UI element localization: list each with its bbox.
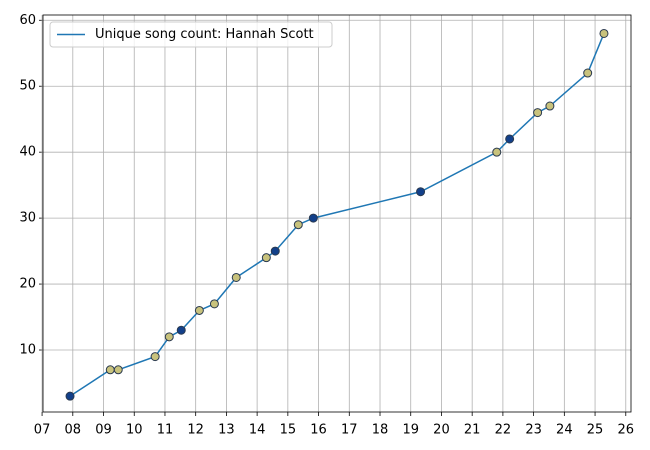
x-tick-label: 26 [618,423,635,438]
point-marker [416,187,426,197]
point-marker [545,101,555,111]
point-marker [150,352,160,362]
x-tick-label: 14 [249,423,266,438]
y-tick-label: 30 [19,211,36,226]
y-tick-label: 60 [19,13,36,28]
x-tick-label: 16 [310,423,327,438]
y-tick-label: 10 [19,343,36,358]
x-tick-label: 10 [126,423,143,438]
point-marker [308,213,318,223]
y-tick-label: 50 [19,79,36,94]
x-tick-label: 08 [65,423,82,438]
x-tick-label: 15 [280,423,297,438]
point-marker [583,68,593,78]
point-marker [113,365,123,375]
x-tick-label: 22 [495,423,512,438]
point-marker [270,246,280,256]
y-tick-label: 40 [19,145,36,160]
x-tick-label: 24 [556,423,573,438]
x-tick-label: 13 [218,423,235,438]
x-tick-label: 23 [525,423,542,438]
point-marker [176,325,186,335]
x-tick-label: 11 [157,423,174,438]
x-tick-label: 09 [95,423,112,438]
x-tick-label: 17 [341,423,358,438]
x-tick-label: 20 [433,423,450,438]
point-marker [293,220,303,230]
legend-label: Unique song count: Hannah Scott [95,27,314,42]
point-marker [261,253,271,263]
point-marker [65,391,75,401]
point-marker [505,134,515,144]
point-marker [231,272,241,282]
point-marker [105,365,115,375]
x-tick-label: 25 [587,423,604,438]
plot-frame [42,14,632,413]
point-marker [533,108,543,118]
x-tick-label: 19 [402,423,419,438]
point-marker [209,299,219,309]
x-tick-label: 07 [34,423,51,438]
x-tick-label: 18 [372,423,389,438]
legend-box [49,21,333,48]
x-tick-label: 12 [187,423,204,438]
x-tick-label: 21 [464,423,481,438]
point-marker [492,147,502,157]
series-line [69,33,605,397]
point-marker [599,28,609,38]
y-tick-label: 20 [19,277,36,292]
point-marker [164,332,174,342]
point-marker [194,305,204,315]
